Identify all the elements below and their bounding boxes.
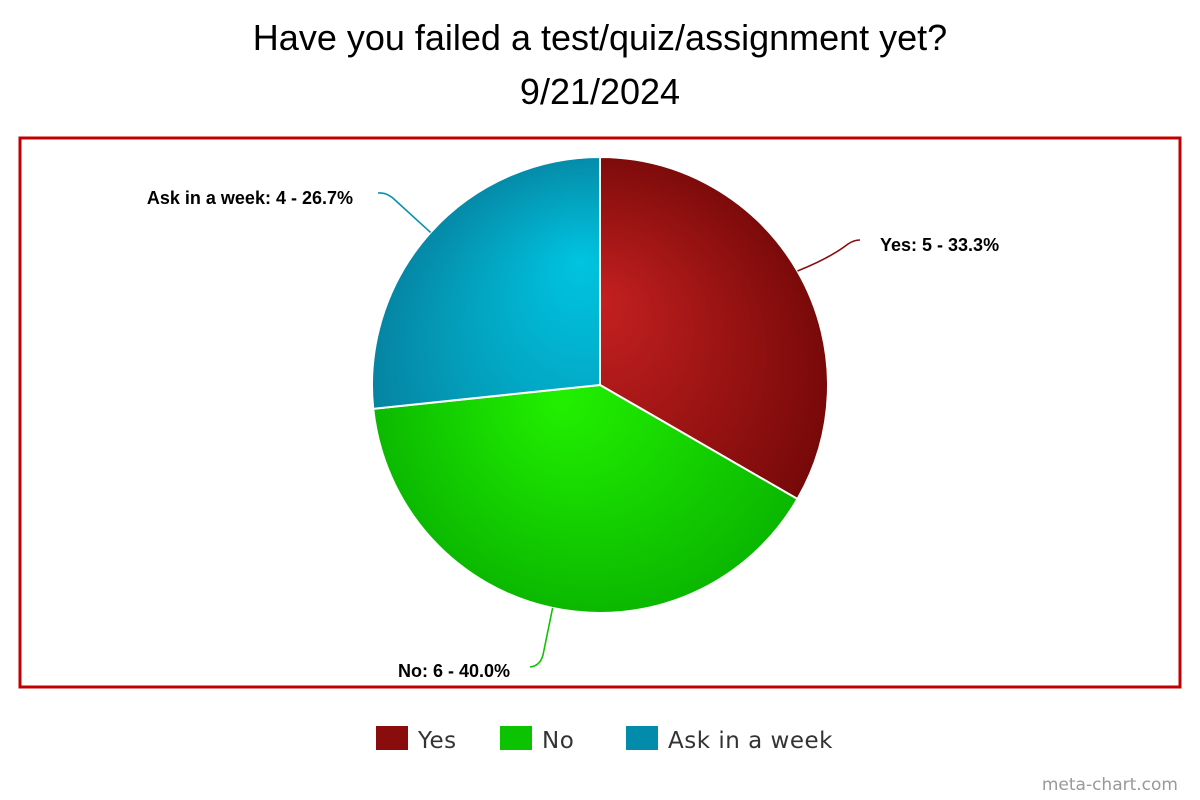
legend-swatch-fill-no [500, 726, 532, 750]
chart-frame [18, 136, 1182, 689]
leader-line-no [529, 607, 554, 668]
legend-label-ask-in-a-week: Ask in a week [668, 728, 833, 754]
chart-subtitle: 9/21/2024 [520, 71, 680, 112]
slice-labels: Yes: 5 - 33.3% No: 6 - 40.0% Ask in a week… [147, 188, 999, 681]
leader-line-yes [797, 239, 861, 272]
pie-slice-ask-in-a-week[interactable] [371, 155, 601, 410]
legend[interactable]: Yes No Ask in a week [376, 726, 833, 754]
legend-item-ask-in-a-week[interactable]: Ask in a week [626, 726, 833, 754]
leader-line-ask-in-a-week [377, 192, 432, 234]
legend-item-no[interactable]: No [500, 726, 574, 754]
pie-slices [371, 155, 829, 614]
legend-label-no: No [542, 728, 574, 754]
legend-label-yes: Yes [417, 728, 457, 754]
legend-item-yes[interactable]: Yes [376, 726, 457, 754]
slice-label-no: No: 6 - 40.0% [398, 661, 510, 681]
chart-title: Have you failed a test/quiz/assignment y… [253, 17, 947, 58]
legend-swatch-fill-yes [376, 726, 408, 750]
slice-label-yes: Yes: 5 - 33.3% [880, 235, 999, 255]
slice-label-ask-in-a-week: Ask in a week: 4 - 26.7% [147, 188, 353, 208]
leader-lines [377, 192, 861, 668]
legend-swatch-fill-ask-in-a-week [626, 726, 658, 750]
credit-text[interactable]: meta-chart.com [1042, 775, 1178, 795]
